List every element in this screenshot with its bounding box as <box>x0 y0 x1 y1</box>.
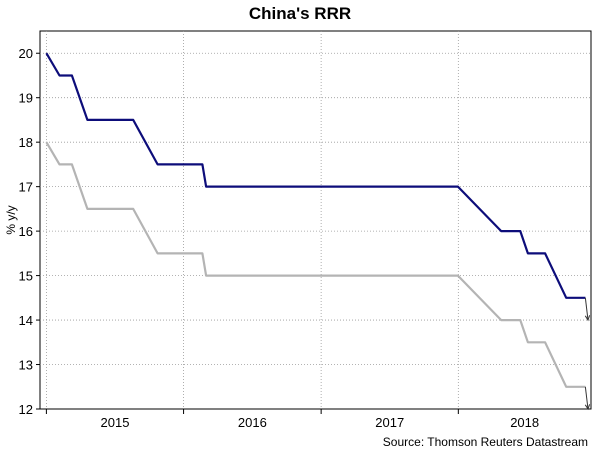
grid-layer <box>40 31 591 409</box>
y-tick-label: 13 <box>19 358 33 373</box>
x-tick-label: 2018 <box>510 415 539 430</box>
y-axis-label: % y/y <box>4 205 18 234</box>
projection-arrowhead-2 <box>584 404 591 411</box>
y-tick-label: 12 <box>19 402 33 417</box>
y-tick-label: 18 <box>19 135 33 150</box>
x-tick-label: 2015 <box>101 415 130 430</box>
x-tick-label: 2016 <box>238 415 267 430</box>
y-tick-label: 15 <box>19 269 33 284</box>
y-tick-label: 19 <box>19 91 33 106</box>
chart-title: China's RRR <box>249 4 351 23</box>
source-note: Source: Thomson Reuters Datastream <box>383 435 588 449</box>
y-tick-label: 17 <box>19 180 33 195</box>
axis-layer: 12 13 14 15 16 17 18 19 20 2015 2016 2017 2018 <box>19 46 540 430</box>
projection-line-2 <box>584 386 589 410</box>
series-line-1 <box>45 52 586 299</box>
y-tick-label: 20 <box>19 46 33 61</box>
x-tick-label: 2017 <box>375 415 404 430</box>
series-layer <box>45 52 591 411</box>
y-tick-label: 14 <box>19 313 33 328</box>
series-line-2 <box>45 141 586 388</box>
plot-area <box>39 30 592 410</box>
y-tick-label: 16 <box>19 224 33 239</box>
projection-line-1 <box>584 297 589 321</box>
projection-arrowhead-1 <box>584 315 591 322</box>
